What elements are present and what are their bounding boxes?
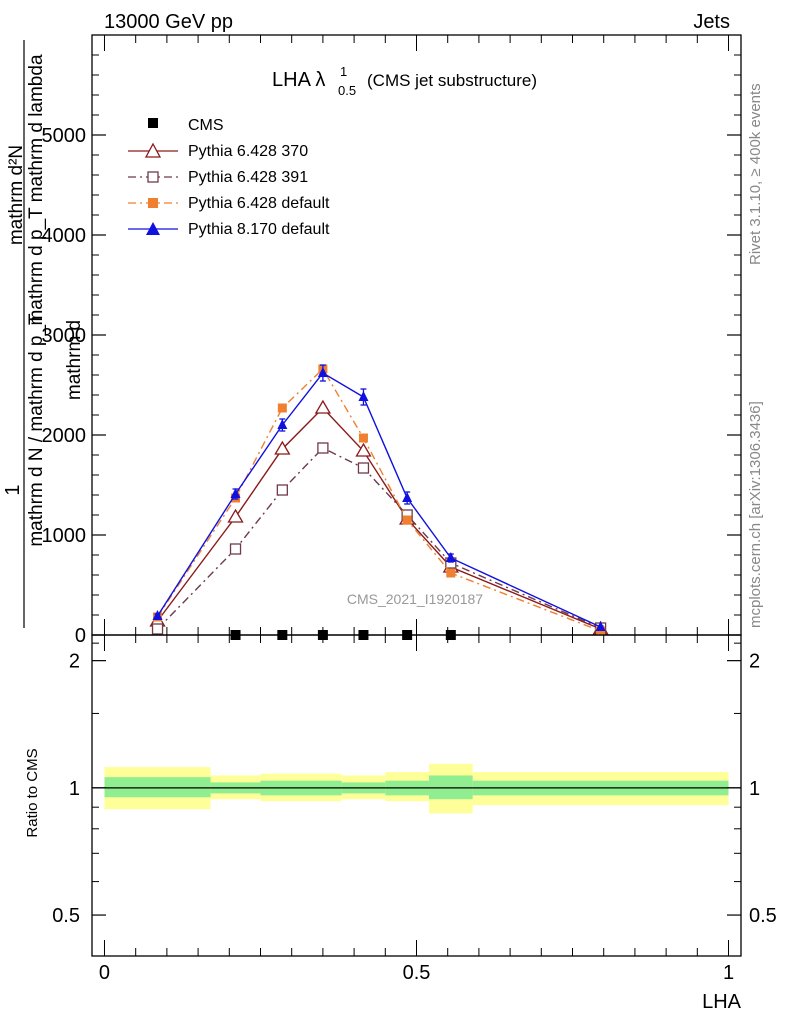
data-point: [358, 391, 369, 401]
data-point: [227, 508, 244, 523]
ratio-bands: [104, 763, 729, 814]
rivet-label: Rivet 3.1.10, ≥ 400k events: [747, 83, 764, 265]
legend-label-cms: CMS: [188, 117, 224, 134]
data-point: [277, 419, 288, 429]
main-y-ticks: 0 1000 2000 3000 4000 5000: [42, 54, 741, 647]
legend-label-p6-370: Pythia 6.428 370: [188, 143, 308, 160]
y-axis-label-numer: 1: [2, 484, 24, 495]
header-right: Jets: [693, 11, 730, 33]
data-point: [274, 440, 291, 455]
x-tick-label: 0.5: [403, 962, 431, 984]
plot-title-rest: (CMS jet substructure): [367, 71, 537, 90]
y-tick-label: 2000: [42, 425, 87, 447]
data-point: [314, 399, 332, 414]
ratio-tick-label: 0.5: [749, 905, 777, 927]
y-tick-label: 0: [75, 625, 86, 647]
legend-label-p6-default: Pythia 6.428 default: [188, 195, 330, 212]
y-axis-label: 1 mathrm d N / mathrm d p_T mathrm d²N m…: [2, 40, 85, 628]
data-point: [277, 403, 287, 413]
data-point: [445, 552, 456, 562]
legend-label-p8-default: Pythia 8.170 default: [188, 221, 330, 238]
legend-marker-p6-default: [148, 198, 158, 208]
x-axis-label: LHA: [702, 991, 742, 1013]
ratio-y-label: Ratio to CMS: [24, 748, 41, 837]
ratio-tick-label: 1: [749, 778, 760, 800]
data-point: [402, 515, 412, 525]
x-tick-label: 0: [99, 962, 110, 984]
y-axis-label-extra: mathrm d: [64, 320, 85, 400]
y-axis-label-denom: mathrm d N / mathrm d p_T: [26, 313, 47, 547]
series-line-0: [156, 406, 601, 630]
plot-title-sup: 1: [340, 64, 347, 79]
data-point: [357, 462, 370, 474]
legend-label-p6-391: Pythia 6.428 391: [188, 169, 308, 186]
y-tick-label: 5000: [42, 125, 87, 147]
data-point: [152, 610, 163, 620]
header-left: 13000 GeV pp: [104, 11, 233, 33]
ratio-x-ticks: 0 0.5 1: [99, 635, 734, 984]
data-point: [595, 621, 606, 631]
data-point: [317, 367, 328, 377]
data-point: [402, 492, 413, 502]
data-point: [358, 433, 368, 443]
y-tick-label: 4000: [42, 225, 87, 247]
mcplots-label: mcplots.cern.ch [arXiv:1306.3436]: [747, 401, 764, 628]
y-axis-label-denom2: mathrm d p_T mathrm d lambda: [26, 54, 47, 325]
data-point: [276, 484, 288, 496]
y-tick-label: 1000: [42, 525, 87, 547]
plot-title-main: LHA λ: [272, 69, 325, 91]
legend-marker-p6-391: [147, 171, 159, 183]
ratio-tick-label: 2: [69, 651, 80, 673]
ratio-tick-label: 1: [69, 778, 80, 800]
data-point: [355, 442, 372, 457]
data-point: [229, 543, 242, 555]
y-tick-label: 3000: [42, 325, 87, 347]
y-axis-label-numer2: mathrm d²N: [6, 145, 27, 245]
ratio-tick-label: 0.5: [52, 905, 80, 927]
data-point: [446, 568, 456, 578]
plot-title: LHA λ 1 0.5 (CMS jet substructure): [272, 64, 537, 98]
series-line-1: [157, 447, 601, 630]
data-point: [230, 488, 241, 498]
series-line-3: [156, 372, 601, 628]
legend-marker-p8-default: [146, 222, 160, 235]
analysis-watermark: CMS_2021_I1920187: [347, 591, 483, 607]
data-point: [151, 623, 164, 635]
main-data: [149, 364, 609, 640]
legend-marker-p6-370: [144, 142, 162, 158]
plot-title-sub: 0.5: [338, 83, 356, 98]
data-point: [317, 442, 329, 454]
ratio-tick-label: 2: [749, 651, 760, 673]
x-tick-label: 1: [723, 962, 734, 984]
legend: CMS Pythia 6.428 370 Pythia 6.428 391 Py…: [128, 117, 330, 238]
legend-marker-cms: [148, 118, 158, 128]
